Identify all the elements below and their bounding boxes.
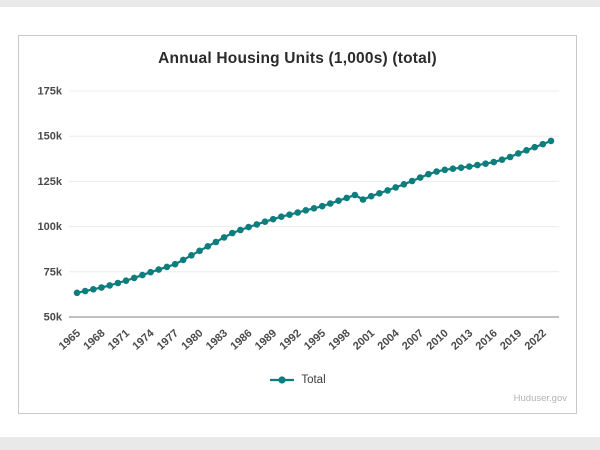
svg-text:2022: 2022 (523, 327, 549, 352)
svg-text:75k: 75k (44, 266, 63, 278)
bottom-window-strip (0, 437, 600, 450)
svg-text:2016: 2016 (474, 327, 500, 352)
svg-text:2019: 2019 (498, 327, 524, 352)
svg-text:175k: 175k (38, 86, 63, 98)
svg-text:1980: 1980 (179, 327, 205, 352)
svg-text:1989: 1989 (253, 327, 279, 352)
svg-text:1965: 1965 (57, 327, 83, 352)
svg-text:1968: 1968 (81, 327, 107, 352)
chart-area: 50k 75k 100k 125k 150k 175k 1965 1968 1971 1974 19… (19, 80, 576, 372)
top-window-strip (0, 0, 600, 7)
svg-text:2004: 2004 (376, 327, 403, 353)
svg-text:1992: 1992 (277, 327, 303, 352)
svg-text:100k: 100k (38, 221, 63, 233)
svg-text:50k: 50k (44, 312, 63, 324)
housing-units-line-chart[interactable]: 50k75k100k125k150k175k196519681971197419… (19, 80, 576, 372)
svg-text:1971: 1971 (106, 327, 132, 352)
svg-text:2013: 2013 (449, 327, 475, 352)
svg-text:1974: 1974 (130, 327, 157, 353)
svg-text:125k: 125k (38, 176, 63, 188)
svg-text:150k: 150k (38, 131, 63, 143)
chart-title: Annual Housing Units (1,000s) (total) (158, 50, 437, 67)
legend: Total (19, 374, 576, 386)
svg-text:1983: 1983 (204, 327, 230, 352)
svg-text:1998: 1998 (326, 327, 352, 352)
svg-text:1977: 1977 (155, 327, 181, 352)
svg-text:2010: 2010 (425, 327, 451, 352)
svg-text:1995: 1995 (302, 327, 328, 352)
svg-text:2007: 2007 (400, 327, 426, 352)
legend-total-marker-icon[interactable] (269, 374, 295, 386)
legend-item-total[interactable]: Total (301, 374, 326, 386)
svg-text:1986: 1986 (228, 327, 254, 352)
chart-card: Annual Housing Units (1,000s) (total) 50… (18, 35, 577, 414)
svg-text:2001: 2001 (351, 327, 377, 352)
attribution-text: Huduser.gov (513, 393, 567, 404)
